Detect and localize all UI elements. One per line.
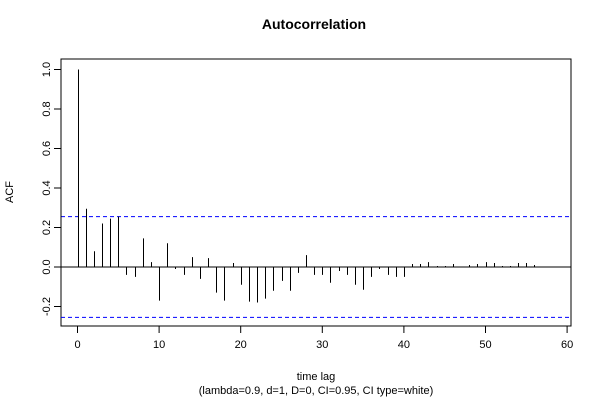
x-tick-label: 0 [74, 339, 80, 351]
acf-bars [78, 69, 535, 303]
y-tick-label: 0.4 [41, 180, 53, 195]
y-tick-label: 0.8 [41, 101, 53, 116]
plot-frame [60, 58, 572, 327]
y-axis: -0.2 0.0 0.2 0.4 0.6 0.8 1.0 [41, 62, 62, 316]
confidence-limits [61, 216, 571, 318]
y-tick-label: 0.2 [41, 220, 53, 235]
x-axis-label: time lag [297, 371, 336, 383]
x-axis-subtitle: (lambda=0.9, d=1, D=0, CI=0.95, CI type=… [199, 385, 434, 397]
x-axis: 0 10 20 30 40 50 60 [74, 325, 573, 351]
x-tick-label: 50 [479, 339, 491, 351]
y-tick-label: 1.0 [41, 62, 53, 77]
x-tick-label: 30 [316, 339, 328, 351]
x-tick-label: 60 [561, 339, 573, 351]
y-tick-label: 0.0 [41, 259, 53, 274]
chart-title: Autocorrelation [262, 16, 366, 32]
x-tick-label: 20 [235, 339, 247, 351]
y-axis-label: ACF [4, 181, 16, 203]
x-tick-label: 40 [398, 339, 410, 351]
x-tick-label: 10 [153, 339, 165, 351]
y-tick-label: -0.2 [41, 297, 53, 316]
y-tick-label: 0.6 [41, 141, 53, 156]
